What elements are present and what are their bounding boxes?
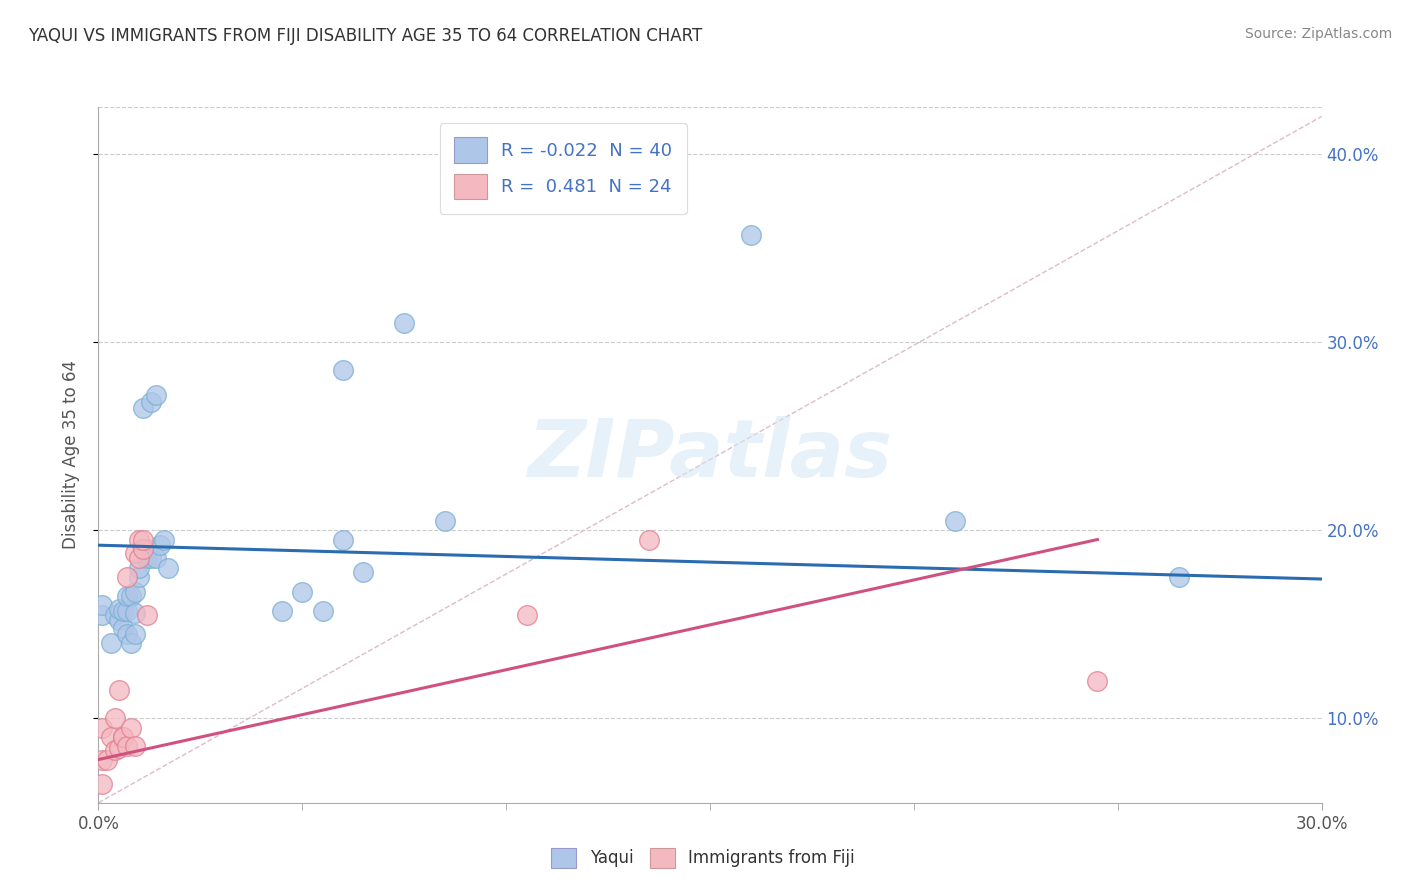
Point	[128, 551, 150, 566]
Text: YAQUI VS IMMIGRANTS FROM FIJI DISABILITY AGE 35 TO 64 CORRELATION CHART: YAQUI VS IMMIGRANTS FROM FIJI DISABILITY…	[28, 27, 703, 45]
Point	[104, 607, 127, 622]
Point	[132, 541, 155, 556]
Legend: R = -0.022  N = 40, R =  0.481  N = 24: R = -0.022 N = 40, R = 0.481 N = 24	[440, 123, 686, 214]
Point	[128, 560, 150, 574]
Point	[132, 533, 155, 547]
Point	[141, 551, 163, 566]
Point	[91, 777, 114, 791]
Point	[124, 585, 146, 599]
Point	[100, 730, 122, 744]
Point	[1085, 673, 1108, 688]
Point	[120, 589, 142, 603]
Point	[128, 570, 150, 584]
Point	[740, 227, 762, 242]
Point	[91, 599, 114, 613]
Point	[115, 739, 138, 754]
Point	[124, 626, 146, 640]
Point	[115, 626, 138, 640]
Point	[115, 604, 138, 618]
Text: ZIPatlas: ZIPatlas	[527, 416, 893, 494]
Point	[270, 604, 294, 618]
Point	[392, 316, 416, 330]
Point	[96, 753, 118, 767]
Point	[145, 551, 167, 566]
Point	[145, 388, 167, 402]
Point	[516, 607, 538, 622]
Point	[156, 560, 179, 574]
Point	[136, 607, 159, 622]
Point	[312, 604, 335, 618]
Point	[291, 585, 314, 599]
Point	[638, 533, 661, 547]
Point	[152, 533, 174, 547]
Text: Source: ZipAtlas.com: Source: ZipAtlas.com	[1244, 27, 1392, 41]
Point	[108, 602, 131, 616]
Point	[332, 363, 354, 377]
Point	[111, 604, 134, 618]
Point	[91, 721, 114, 735]
Point	[128, 533, 150, 547]
Point	[115, 570, 138, 584]
Point	[104, 711, 127, 725]
Point	[1167, 570, 1189, 584]
Point	[108, 614, 131, 628]
Point	[136, 541, 159, 556]
Point	[108, 683, 131, 698]
Point	[124, 606, 146, 620]
Point	[120, 636, 142, 650]
Point	[352, 565, 374, 579]
Point	[100, 636, 122, 650]
Point	[104, 743, 127, 757]
Point	[111, 730, 134, 744]
Point	[124, 546, 146, 560]
Point	[111, 730, 134, 744]
Point	[115, 589, 138, 603]
Point	[108, 741, 131, 756]
Point	[91, 753, 114, 767]
Point	[141, 395, 163, 409]
Y-axis label: Disability Age 35 to 64: Disability Age 35 to 64	[62, 360, 80, 549]
Point	[111, 621, 134, 635]
Point	[132, 541, 155, 556]
Point	[124, 739, 146, 754]
Point	[91, 607, 114, 622]
Point	[136, 551, 159, 566]
Legend: Yaqui, Immigrants from Fiji: Yaqui, Immigrants from Fiji	[544, 841, 862, 875]
Point	[434, 514, 457, 528]
Point	[120, 721, 142, 735]
Point	[132, 401, 155, 415]
Point	[332, 533, 354, 547]
Point	[943, 514, 966, 528]
Point	[149, 538, 172, 552]
